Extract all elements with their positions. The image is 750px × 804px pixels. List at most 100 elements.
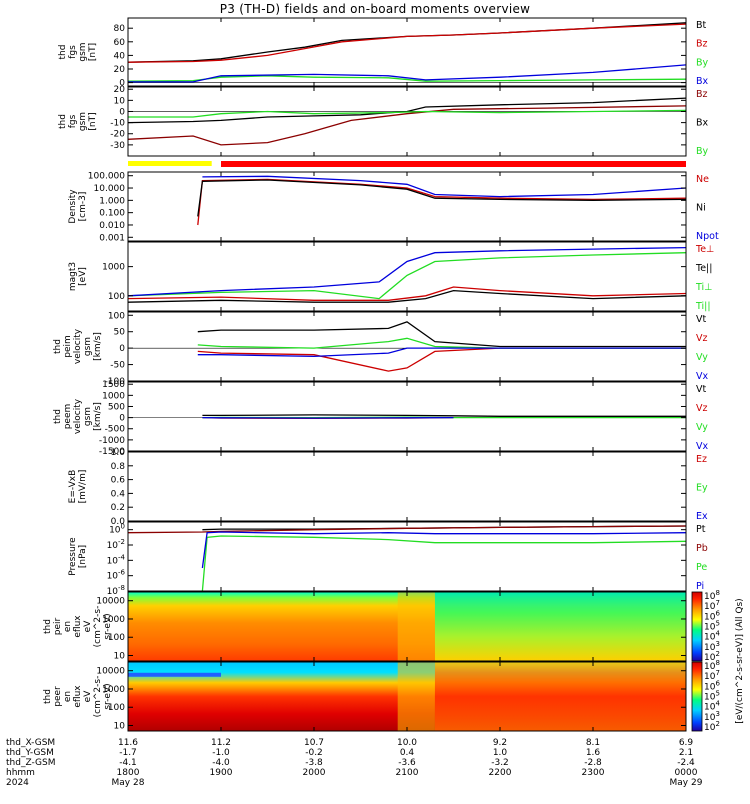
x-axis-value: -3.2 xyxy=(491,758,509,768)
y-axis-label: magt3 xyxy=(68,262,78,291)
y-tick-label: -30 xyxy=(110,141,125,151)
x-axis-value: -3.6 xyxy=(398,758,416,768)
y-axis-label: [nT] xyxy=(88,43,98,61)
y-tick-label: 10-4 xyxy=(107,553,126,566)
series-fgs_mag_zoom-Bx xyxy=(128,98,686,123)
y-tick-label: 20 xyxy=(114,85,126,95)
y-tick-label: 100 xyxy=(108,311,125,321)
x-axis-value: May 28 xyxy=(112,778,145,788)
y-tick-label: 500 xyxy=(108,402,125,412)
y-axis-label: velocity xyxy=(73,328,83,364)
y-tick-label: -10 xyxy=(110,119,125,129)
y-axis-label: thd xyxy=(53,339,63,354)
colorbar-fill xyxy=(692,662,702,731)
y-tick-label: 20 xyxy=(114,65,126,75)
y-axis-label: gsm xyxy=(83,407,93,426)
series-density-Ne xyxy=(198,179,686,225)
x-axis-row-label: 2024 xyxy=(6,778,29,788)
y-axis-label: gsm xyxy=(78,42,88,61)
status-bar-red xyxy=(221,161,686,167)
y-tick-label: 10.000 xyxy=(94,184,126,194)
x-axis-value: 6.9 xyxy=(679,738,694,748)
y-axis-label: [nPa] xyxy=(78,545,88,568)
y-axis-label: en xyxy=(63,691,73,702)
y-axis-label: thd xyxy=(58,114,68,129)
y-tick-label: -1000 xyxy=(99,436,125,446)
series-density-Ni xyxy=(198,180,686,216)
y-tick-label: 10-2 xyxy=(107,538,125,551)
legend-Te⊥: Te⊥ xyxy=(695,244,714,255)
x-axis-value: May 29 xyxy=(670,778,703,788)
y-tick-label: -20 xyxy=(110,130,125,140)
y-axis-label: gsm xyxy=(78,112,88,131)
legend-Vy: Vy xyxy=(696,352,708,363)
legend-Bz: Bz xyxy=(696,89,708,100)
x-axis-row-label: hhmm xyxy=(6,768,35,778)
series-peem_velocity-Vt xyxy=(202,415,686,416)
y-tick-label: 60 xyxy=(114,38,126,48)
panel-frame xyxy=(128,452,686,521)
y-tick-label: 1.0 xyxy=(111,448,126,458)
legend-Ne: Ne xyxy=(696,174,709,185)
y-axis-label: peim xyxy=(63,335,73,358)
legend-By: By xyxy=(696,146,709,157)
x-axis-value: 2200 xyxy=(489,768,512,778)
panel-density: 100.00010.0001.0000.1000.0100.001Density… xyxy=(68,172,719,244)
y-tick-label: 80 xyxy=(114,24,126,34)
y-axis-label: thd xyxy=(58,45,68,60)
x-axis-value: 1.0 xyxy=(493,748,508,758)
y-tick-label: 10 xyxy=(114,652,126,662)
colorbar-fill xyxy=(692,592,702,661)
legend-By: By xyxy=(696,57,709,68)
y-axis-label: [nT] xyxy=(88,112,98,130)
series-peim_velocity-Vt xyxy=(198,322,686,347)
y-tick-label: 10 xyxy=(114,722,126,732)
legend-Vx: Vx xyxy=(696,371,708,382)
y-tick-label: 0.8 xyxy=(111,462,126,472)
x-axis-value: -4.0 xyxy=(212,758,230,768)
x-axis-value: -3.8 xyxy=(305,758,323,768)
x-axis-value: 10.0 xyxy=(397,738,417,748)
x-axis-value: 11.2 xyxy=(211,738,231,748)
series-peem_velocity-Vx xyxy=(202,418,453,419)
legend-Bt: Bt xyxy=(696,20,707,31)
y-axis-label: Density xyxy=(68,189,78,224)
panel-frame xyxy=(128,172,686,241)
y-tick-label: 0.6 xyxy=(111,476,126,486)
y-tick-label: 100 xyxy=(108,292,125,302)
y-axis-label: peir xyxy=(53,617,63,635)
series-peim_velocity-Vx xyxy=(198,348,686,356)
y-tick-label: 40 xyxy=(114,51,126,61)
legend-Vt: Vt xyxy=(696,314,706,325)
series-fgs_mag-Bz xyxy=(128,24,686,62)
legend-Vz: Vz xyxy=(696,333,708,344)
y-axis-label: [cm-3] xyxy=(78,192,88,222)
legend-Ey: Ey xyxy=(696,483,708,494)
y-tick-label: 1500 xyxy=(102,380,125,390)
x-axis-value: -1.7 xyxy=(119,748,137,758)
y-axis-label: sr-eV) xyxy=(103,683,113,709)
legend-Vx: Vx xyxy=(696,441,708,452)
colorbar-label: [eV/(cm^2-s-sr-eV)] (All Qs) xyxy=(735,598,745,723)
legend-Vy: Vy xyxy=(696,422,708,433)
x-axis-value: 0.4 xyxy=(400,748,415,758)
y-tick-label: 100.000 xyxy=(88,172,125,182)
y-axis-label: eV xyxy=(83,690,93,703)
x-axis-value: -1.0 xyxy=(212,748,230,758)
panel-frame xyxy=(128,87,686,156)
status-bar-yellow xyxy=(128,161,212,166)
x-axis-value: -4.1 xyxy=(119,758,137,768)
y-axis-label: thd xyxy=(43,689,53,704)
legend-Ni: Ni xyxy=(696,203,706,214)
legend-Bx: Bx xyxy=(696,76,709,87)
spectrogram-transition xyxy=(398,592,435,661)
y-tick-label: 0.001 xyxy=(99,233,125,243)
y-axis-label: E=-VxB xyxy=(68,470,78,504)
y-axis-label: sr-eV) xyxy=(103,613,113,639)
x-axis-row-label: thd_X-GSM xyxy=(6,738,55,748)
